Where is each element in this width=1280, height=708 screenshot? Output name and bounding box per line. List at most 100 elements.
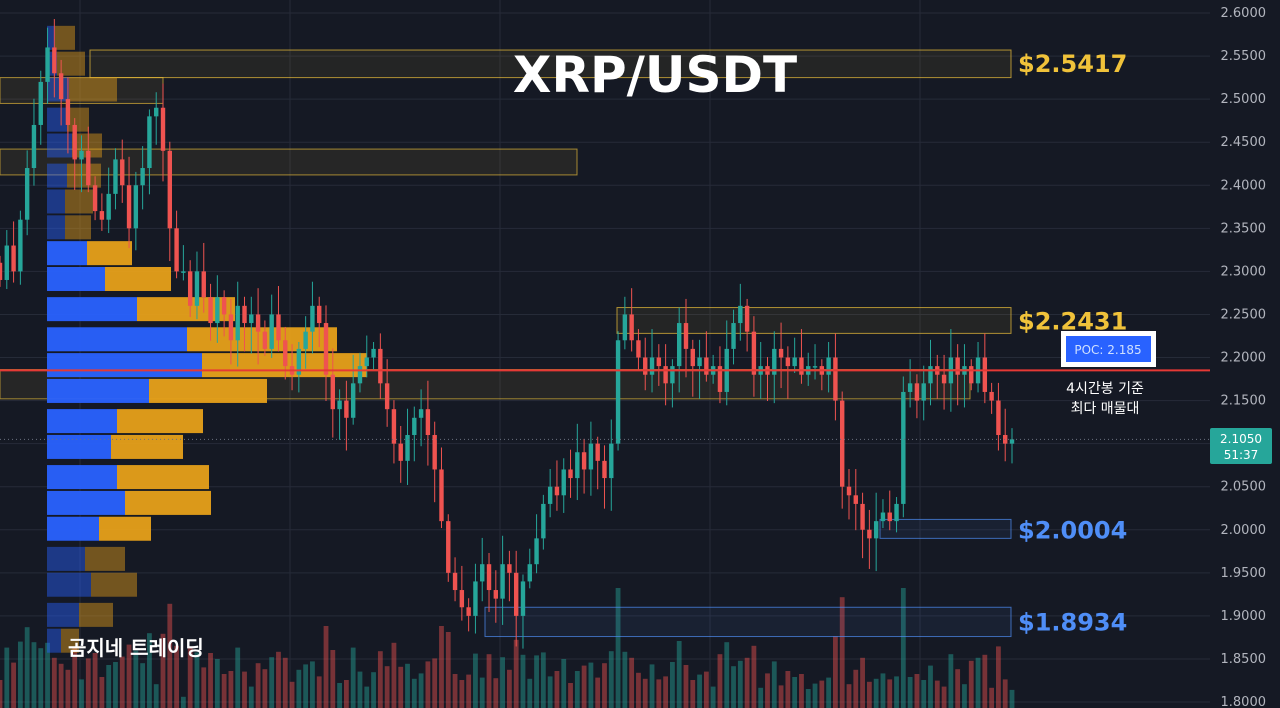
volume-bar (629, 657, 635, 708)
volume-bar (11, 662, 16, 708)
volume-bar (418, 673, 424, 708)
volume-bar (160, 633, 166, 708)
vp-sell-bar (117, 409, 203, 434)
volume-bar (208, 653, 213, 708)
candle-body (31, 124, 37, 169)
volume-bar (683, 665, 689, 708)
current-price-value: 2.1050 (1220, 432, 1262, 446)
volume-bar (547, 676, 553, 708)
volume-bar (853, 669, 859, 708)
candle-body (527, 564, 532, 582)
volume-bar (106, 665, 112, 708)
candle-body (323, 323, 329, 375)
volume-bar (561, 659, 567, 708)
volume-bar (38, 648, 44, 708)
candle-body (459, 590, 465, 608)
volume-bar (276, 651, 281, 708)
volume-bar (350, 647, 356, 708)
candle-body (405, 435, 410, 461)
candle-body (921, 383, 926, 401)
candle-body (303, 331, 308, 349)
volume-bar (364, 686, 370, 708)
volume-bar (58, 663, 64, 708)
candle-body (249, 314, 254, 324)
candle-body (45, 47, 50, 82)
brand-watermark: 곰지네 트레이딩 (68, 636, 204, 660)
volume-bar (520, 654, 526, 708)
volume-bar (826, 677, 832, 708)
candle-body (466, 607, 471, 616)
candle-body (541, 503, 546, 539)
vp-buy-bar (47, 465, 117, 490)
candle-body (873, 521, 879, 539)
candle-body (357, 366, 363, 384)
volume-bar (778, 685, 784, 708)
y-tick-label: 1.9000 (1221, 609, 1267, 624)
volume-bar (703, 671, 709, 708)
candle-body (690, 348, 695, 367)
volume-bar (996, 646, 1001, 708)
candle-body (928, 366, 933, 384)
vp-buy-bar (47, 327, 187, 352)
candle-body (486, 564, 492, 591)
vp-sell-bar (137, 297, 235, 322)
volume-bar (554, 671, 560, 708)
volume-bar (588, 662, 594, 708)
candle-body (167, 150, 172, 229)
vp-sell-bar (91, 572, 137, 597)
volume-bar (452, 674, 458, 708)
y-tick-label: 2.5000 (1221, 92, 1267, 107)
volume-bar (153, 684, 159, 708)
candle-body (901, 391, 906, 504)
y-tick-label: 2.4000 (1221, 178, 1267, 193)
volume-bar (235, 647, 241, 708)
candle-body (581, 452, 587, 470)
volume-bar (405, 663, 410, 708)
volume-bar (167, 603, 173, 708)
candle-body (955, 357, 960, 375)
vp-buy-bar (47, 628, 61, 653)
vp-sell-bar (149, 378, 267, 403)
candle-body (418, 409, 424, 418)
volume-bar (174, 645, 179, 708)
volume-bar (248, 686, 254, 708)
volume-bar (506, 669, 512, 708)
volume-bar (500, 657, 506, 708)
volume-profile (47, 25, 367, 653)
y-tick-label: 1.8500 (1221, 652, 1267, 667)
candle-body (235, 305, 240, 341)
candle-body (425, 409, 431, 436)
volume-bar (758, 687, 764, 708)
candle-body (840, 400, 845, 487)
candle-body (812, 366, 818, 368)
volume-bar (513, 639, 519, 708)
volume-bar (269, 657, 275, 708)
level-labels: $2.5417 $2.2431 $2.0004 $1.8934 (1018, 50, 1127, 636)
volume-bar (846, 684, 852, 708)
vp-sell-bar (111, 434, 183, 459)
candle-body (982, 357, 988, 392)
candle-body (785, 357, 791, 367)
level-label: $1.8934 (1018, 609, 1127, 637)
poc-note-line2: 최다 매물대 (1071, 401, 1140, 417)
candle-body (208, 297, 213, 324)
candle-body (772, 348, 777, 375)
candle-body (52, 47, 57, 74)
y-tick-label: 2.5500 (1221, 49, 1267, 64)
volume-bar (425, 661, 431, 708)
candle-body (330, 374, 336, 410)
volume-bar (466, 674, 472, 708)
vp-buy-bar (47, 107, 67, 132)
volume-bar (330, 650, 336, 708)
vp-sell-bar (87, 241, 132, 266)
volume-bar (1002, 679, 1008, 708)
current-price-tag: 2.1050 51:37 (1210, 428, 1272, 464)
volume-bar (731, 666, 736, 708)
volume-bar (968, 660, 974, 708)
candle-body (547, 486, 553, 504)
volume-bar (493, 678, 499, 708)
candle-body (255, 314, 261, 332)
volume-bar (17, 641, 23, 708)
poc-badge[interactable]: POC: 2.185 (1061, 331, 1156, 367)
